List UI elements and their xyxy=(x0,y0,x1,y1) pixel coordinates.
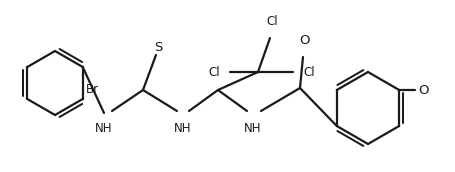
Text: O: O xyxy=(299,34,309,47)
Text: S: S xyxy=(153,40,162,53)
Text: NH: NH xyxy=(244,122,261,135)
Text: Cl: Cl xyxy=(302,66,314,78)
Text: NH: NH xyxy=(174,122,192,135)
Text: NH: NH xyxy=(95,122,112,135)
Text: Cl: Cl xyxy=(208,66,219,78)
Text: Br: Br xyxy=(86,83,99,96)
Text: Cl: Cl xyxy=(266,15,277,28)
Text: O: O xyxy=(417,83,428,96)
